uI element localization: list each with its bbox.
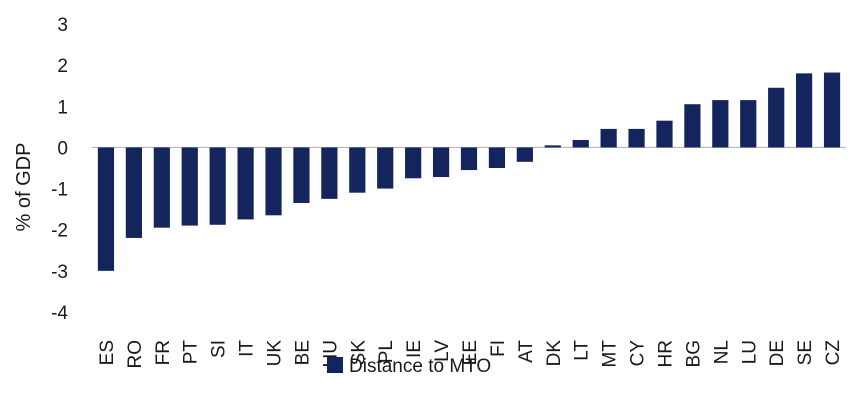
x-tick-label-ro: RO — [125, 340, 146, 369]
y-axis-ticks: 3 2 1 0 -1 -2 -3 -4 — [51, 15, 68, 324]
bar-mt — [600, 128, 617, 148]
x-tick-label-cz: CZ — [823, 340, 844, 366]
bar-fi — [488, 147, 506, 168]
y-tick-label: -3 — [51, 262, 68, 283]
y-tick-label: -1 — [51, 180, 68, 201]
bar-de — [768, 87, 785, 148]
bars — [97, 72, 841, 271]
bar-at — [516, 147, 533, 162]
bar-pt — [181, 147, 198, 226]
bar-se — [796, 73, 813, 148]
x-tick-label-lt: LT — [572, 340, 593, 361]
x-tick-label-dk: DK — [544, 340, 565, 367]
bar-ie — [405, 147, 422, 179]
x-tick-label-at: AT — [516, 340, 537, 363]
x-tick-label-fi: FI — [488, 340, 509, 357]
y-tick-label: 0 — [57, 138, 68, 159]
x-tick-label-hr: HR — [655, 340, 676, 367]
bar-es — [97, 147, 115, 271]
bar-cy — [628, 128, 645, 148]
x-tick-label-ie: IE — [404, 340, 425, 358]
bar-be — [293, 147, 310, 203]
bar-lt — [572, 140, 589, 148]
x-tick-label-be: BE — [292, 340, 313, 365]
legend: Distance to MTO — [327, 356, 491, 377]
y-tick-label: 1 — [57, 97, 68, 118]
x-tick-label-pl: PL — [376, 340, 397, 363]
x-tick-label-mt: MT — [600, 340, 621, 368]
y-tick-label: 3 — [57, 15, 68, 36]
bar-lv — [432, 147, 450, 178]
bar-si — [209, 147, 226, 225]
bar-lu — [740, 100, 757, 148]
bar-bg — [684, 104, 701, 148]
bar-sk — [349, 147, 366, 193]
x-tick-label-cy: CY — [628, 340, 649, 367]
y-axis-title: % of GDP — [13, 143, 35, 232]
legend-swatch — [327, 357, 343, 373]
x-tick-label-lv: LV — [432, 340, 453, 362]
bar-ro — [125, 147, 142, 238]
x-tick-label-fr: FR — [153, 340, 174, 365]
x-tick-label-si: SI — [209, 340, 230, 358]
bar-nl — [712, 100, 729, 148]
bar-pl — [377, 147, 394, 189]
bar-fr — [153, 147, 170, 228]
x-tick-label-it: IT — [237, 340, 258, 357]
x-axis-labels: ES RO FR PT SI IT UK BE HU SK PL IE LV EE FI AT DK LT MT CY… — [97, 340, 844, 369]
x-tick-label-ee: EE — [460, 340, 481, 365]
bar-dk — [544, 145, 561, 148]
x-tick-label-se: SE — [795, 340, 816, 365]
legend-label: Distance to MTO — [349, 356, 491, 377]
y-tick-label: 2 — [57, 56, 68, 77]
x-tick-label-bg: BG — [683, 340, 704, 367]
x-tick-label-sk: SK — [348, 340, 369, 366]
x-tick-label-nl: NL — [711, 340, 732, 364]
bar-hu — [321, 147, 338, 199]
y-tick-label: -2 — [51, 221, 68, 242]
bar-hr — [656, 120, 673, 148]
bar-cz — [823, 72, 841, 148]
x-tick-label-es: ES — [97, 340, 118, 365]
x-tick-label-lu: LU — [739, 340, 760, 364]
y-tick-label: -4 — [51, 303, 68, 324]
y-axis-label: % of GDP — [13, 143, 35, 232]
x-tick-label-pt: PT — [181, 340, 202, 365]
bar-ee — [460, 147, 478, 171]
x-tick-label-uk: UK — [265, 340, 286, 367]
bar-it — [237, 147, 254, 220]
x-tick-label-de: DE — [767, 340, 788, 366]
bar-uk — [265, 147, 282, 216]
